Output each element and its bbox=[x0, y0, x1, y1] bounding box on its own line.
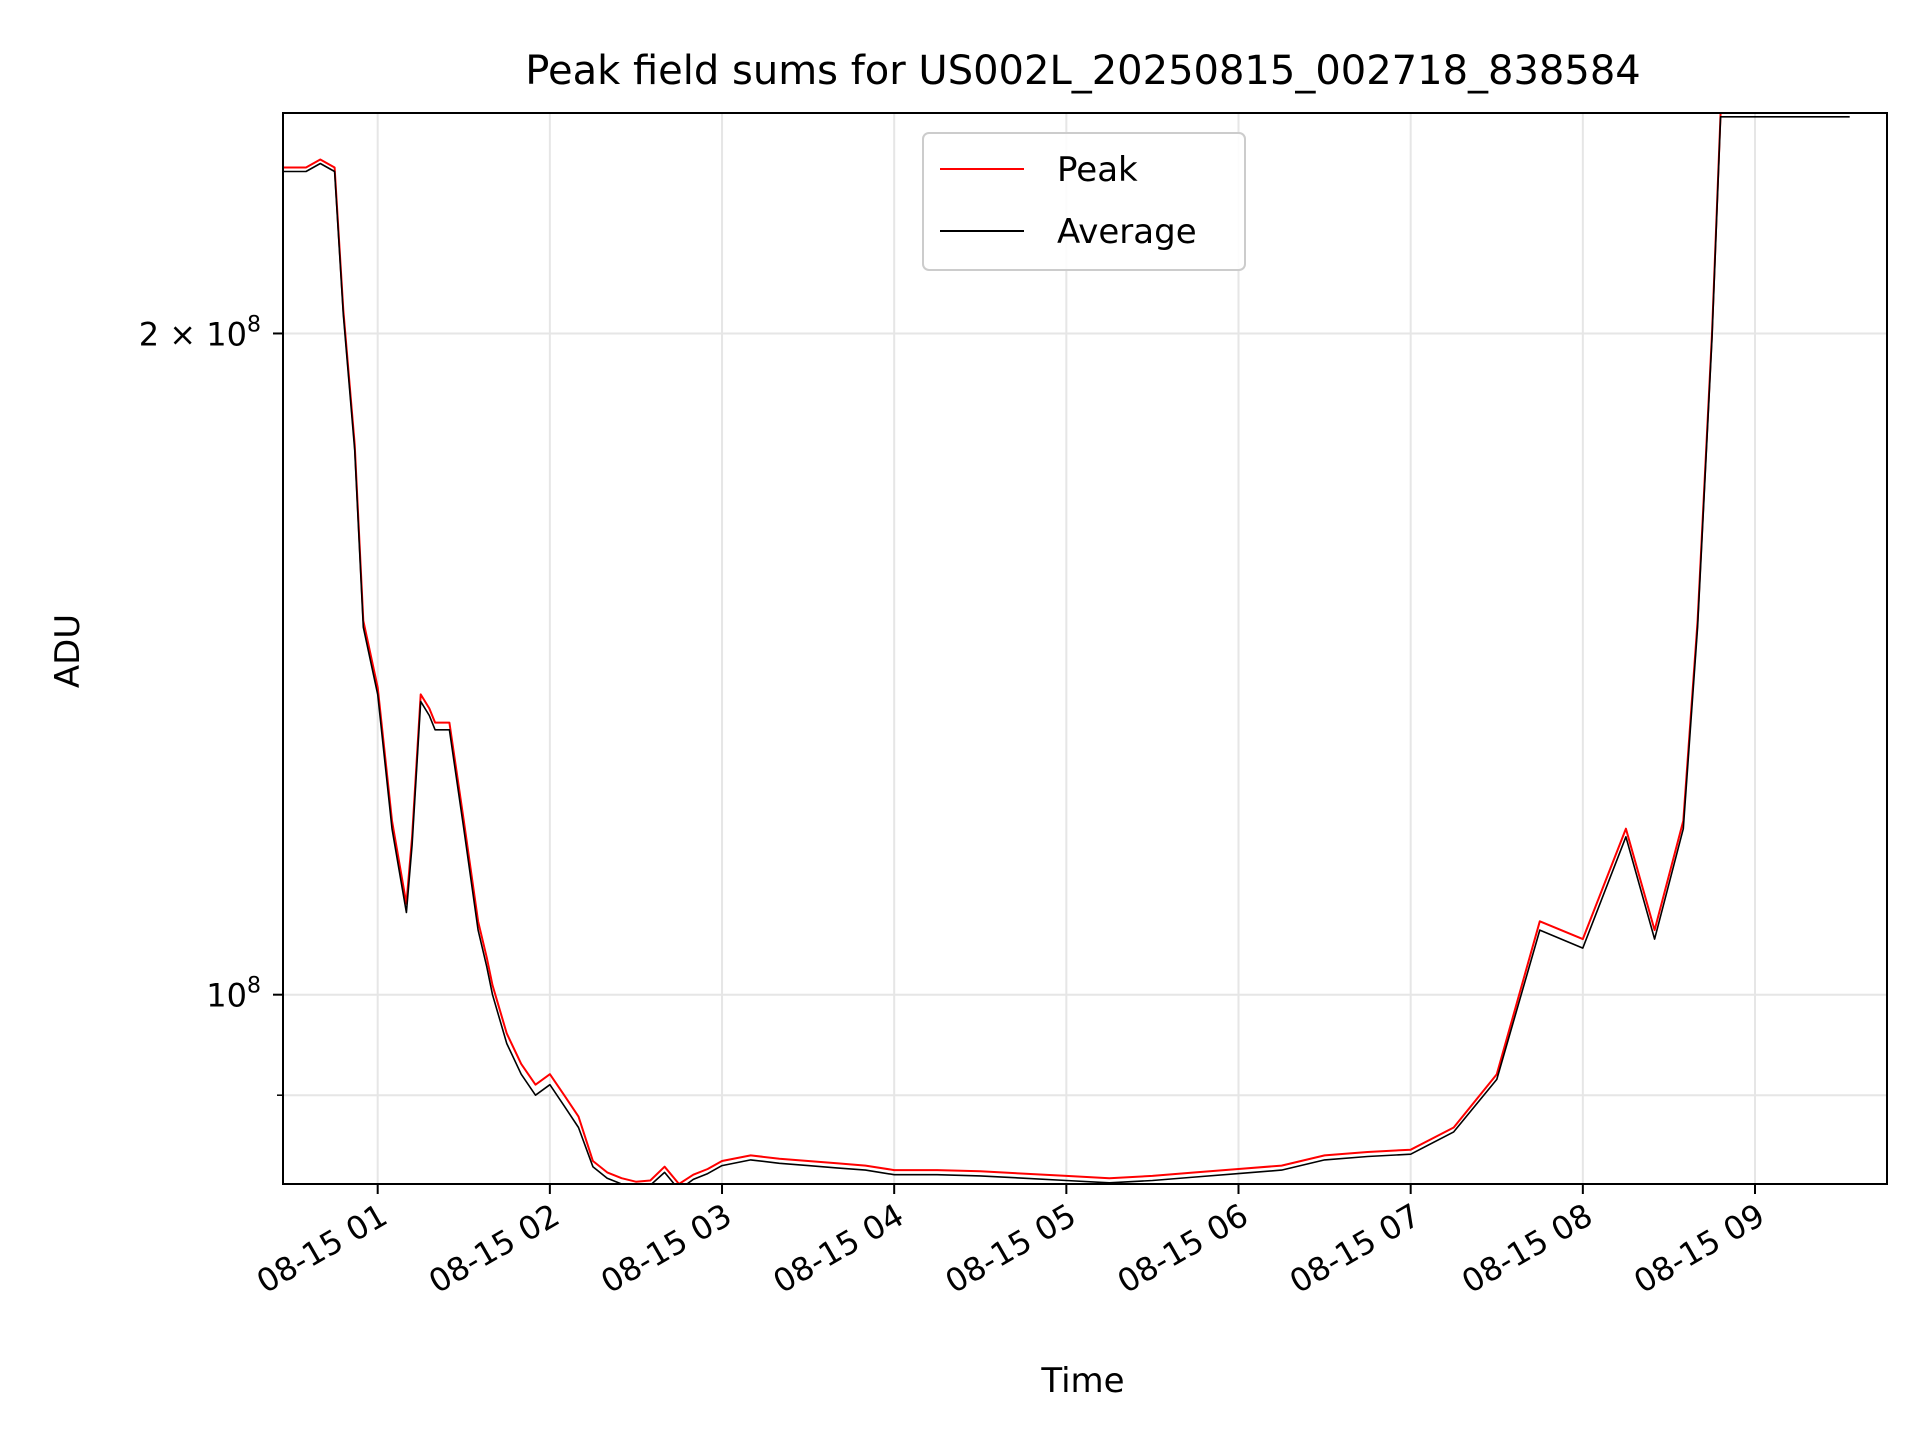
grid bbox=[283, 113, 1887, 1184]
legend-box bbox=[922, 132, 1246, 271]
legend-average-label: Average bbox=[1057, 212, 1197, 252]
series-line-peak bbox=[283, 113, 1850, 1184]
legend-peak-label: Peak bbox=[1057, 150, 1138, 190]
y-axis-label: ADU bbox=[48, 614, 88, 688]
chart-title: Peak field sums for US002L_20250815_0027… bbox=[525, 48, 1640, 94]
y-tick-label: 2 × 108 bbox=[139, 312, 261, 353]
plot-frame bbox=[282, 112, 1888, 1185]
series-line-average bbox=[283, 116, 1850, 1184]
series-group bbox=[283, 113, 1850, 1184]
y-tick-label: 108 bbox=[206, 974, 261, 1015]
x-axis-label: Time bbox=[1040, 1361, 1124, 1401]
legend: Peak Average bbox=[922, 132, 1246, 271]
y-axis-ticks: 108 2 × 108 bbox=[139, 312, 283, 1096]
